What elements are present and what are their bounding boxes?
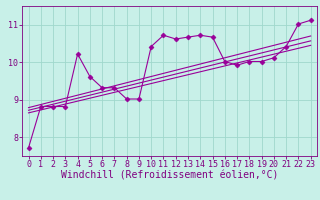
- X-axis label: Windchill (Refroidissement éolien,°C): Windchill (Refroidissement éolien,°C): [61, 171, 278, 181]
